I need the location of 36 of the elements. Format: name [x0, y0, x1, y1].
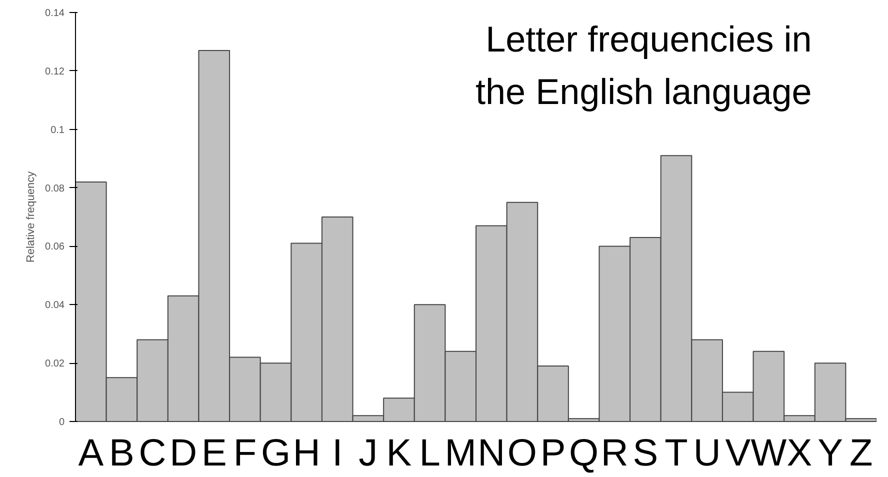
x-tick-label: O [507, 432, 537, 474]
y-tick-label: 0.12 [45, 66, 65, 78]
x-tick-label: C [138, 432, 166, 474]
x-tick-label: Z [849, 432, 873, 474]
y-tick-label: 0.06 [45, 242, 65, 253]
y-tick-label: 0.1 [50, 124, 65, 136]
x-tick-label: N [478, 432, 506, 474]
x-tick-label: R [600, 432, 628, 474]
x-tick-label: A [78, 432, 104, 474]
x-tick-label: S [632, 432, 658, 474]
y-axis-title: Relative frequency [25, 170, 38, 263]
x-tick-label: I [332, 432, 343, 474]
x-tick-label: G [260, 432, 291, 474]
x-tick-label: W [750, 432, 787, 474]
x-tick-label: T [664, 432, 688, 474]
x-tick-label: Q [569, 432, 599, 474]
x-tick-label: H [292, 432, 320, 474]
y-tick-label: 0.02 [45, 358, 65, 370]
x-tick-label: F [233, 432, 257, 474]
x-tick-label: P [540, 432, 566, 474]
x-tick-label: K [386, 432, 412, 474]
y-tick-label: 0.08 [45, 183, 65, 194]
x-tick-label: L [419, 432, 440, 474]
x-tick-label: U [693, 432, 721, 474]
x-tick-label: D [170, 432, 198, 474]
x-tick-label: M [444, 432, 476, 474]
x-tick-label: V [725, 432, 752, 474]
x-tick-label: X [786, 432, 812, 474]
x-tick-label: J [358, 432, 378, 474]
y-tick-label: 0.04 [45, 300, 65, 312]
y-tick-label: 0 [58, 417, 65, 428]
text: Letter frequencies in the English language [476, 18, 812, 112]
y-tick-label: 0.14 [45, 8, 65, 19]
x-tick-label: Y [818, 432, 843, 474]
x-tick-label: B [109, 432, 134, 474]
x-tick-label: E [201, 432, 227, 474]
